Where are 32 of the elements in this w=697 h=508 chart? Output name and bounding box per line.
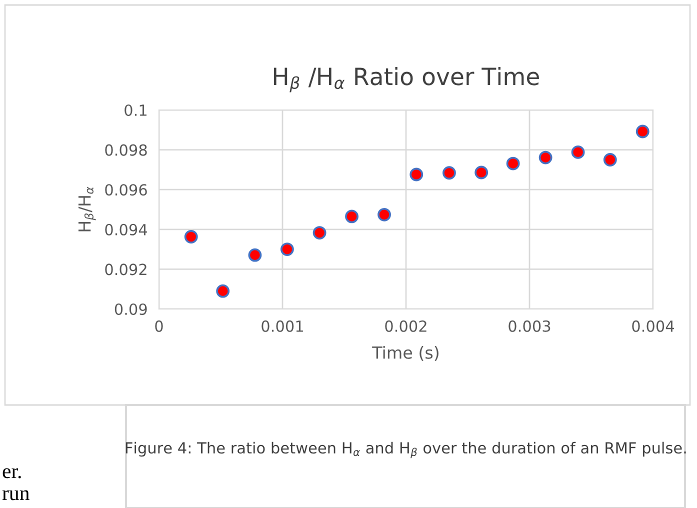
- y-tick-label: 0.1: [124, 104, 146, 116]
- point: [474, 166, 488, 180]
- y-tick-label: 0.092: [105, 264, 146, 276]
- point: [571, 145, 585, 159]
- point: [184, 230, 198, 244]
- point: [280, 242, 294, 256]
- y-tick-label: 0.094: [105, 224, 148, 236]
- point: [378, 208, 391, 222]
- point: [248, 248, 262, 262]
- y-axis-title: H$_{β}$/H$_{α}$: [78, 186, 96, 232]
- caption: Figure 4: The ratio between H$_{α}$ and H$_{β}$ over the duration of an RMF pulse.: [126, 442, 686, 458]
- y-tick-label: 0.098: [105, 144, 147, 156]
- text: er.: [2, 468, 21, 478]
- x-tick-label: 0.001: [262, 320, 303, 332]
- x-tick-label: 0.003: [508, 320, 550, 332]
- x-tick-label: 0.002: [385, 320, 426, 332]
- x-tick-label: 0: [155, 320, 163, 332]
- x-axis-title: Time (s): [372, 346, 438, 361]
- y-tick-label: 0.09: [114, 303, 147, 316]
- point: [345, 210, 358, 224]
- y-tick-label: 0.096: [105, 184, 147, 196]
- text: run: [2, 490, 30, 500]
- point: [410, 168, 424, 182]
- point: [636, 124, 650, 138]
- point: [506, 156, 520, 170]
- point: [538, 150, 552, 164]
- point: [216, 284, 230, 298]
- point: [312, 226, 326, 240]
- point: [603, 153, 617, 166]
- point: [442, 166, 456, 180]
- x-tick-label: 0.004: [632, 320, 674, 332]
- chart-title: H$_{β}$ /H$_{α}$ Ratio over Time: [274, 67, 539, 92]
